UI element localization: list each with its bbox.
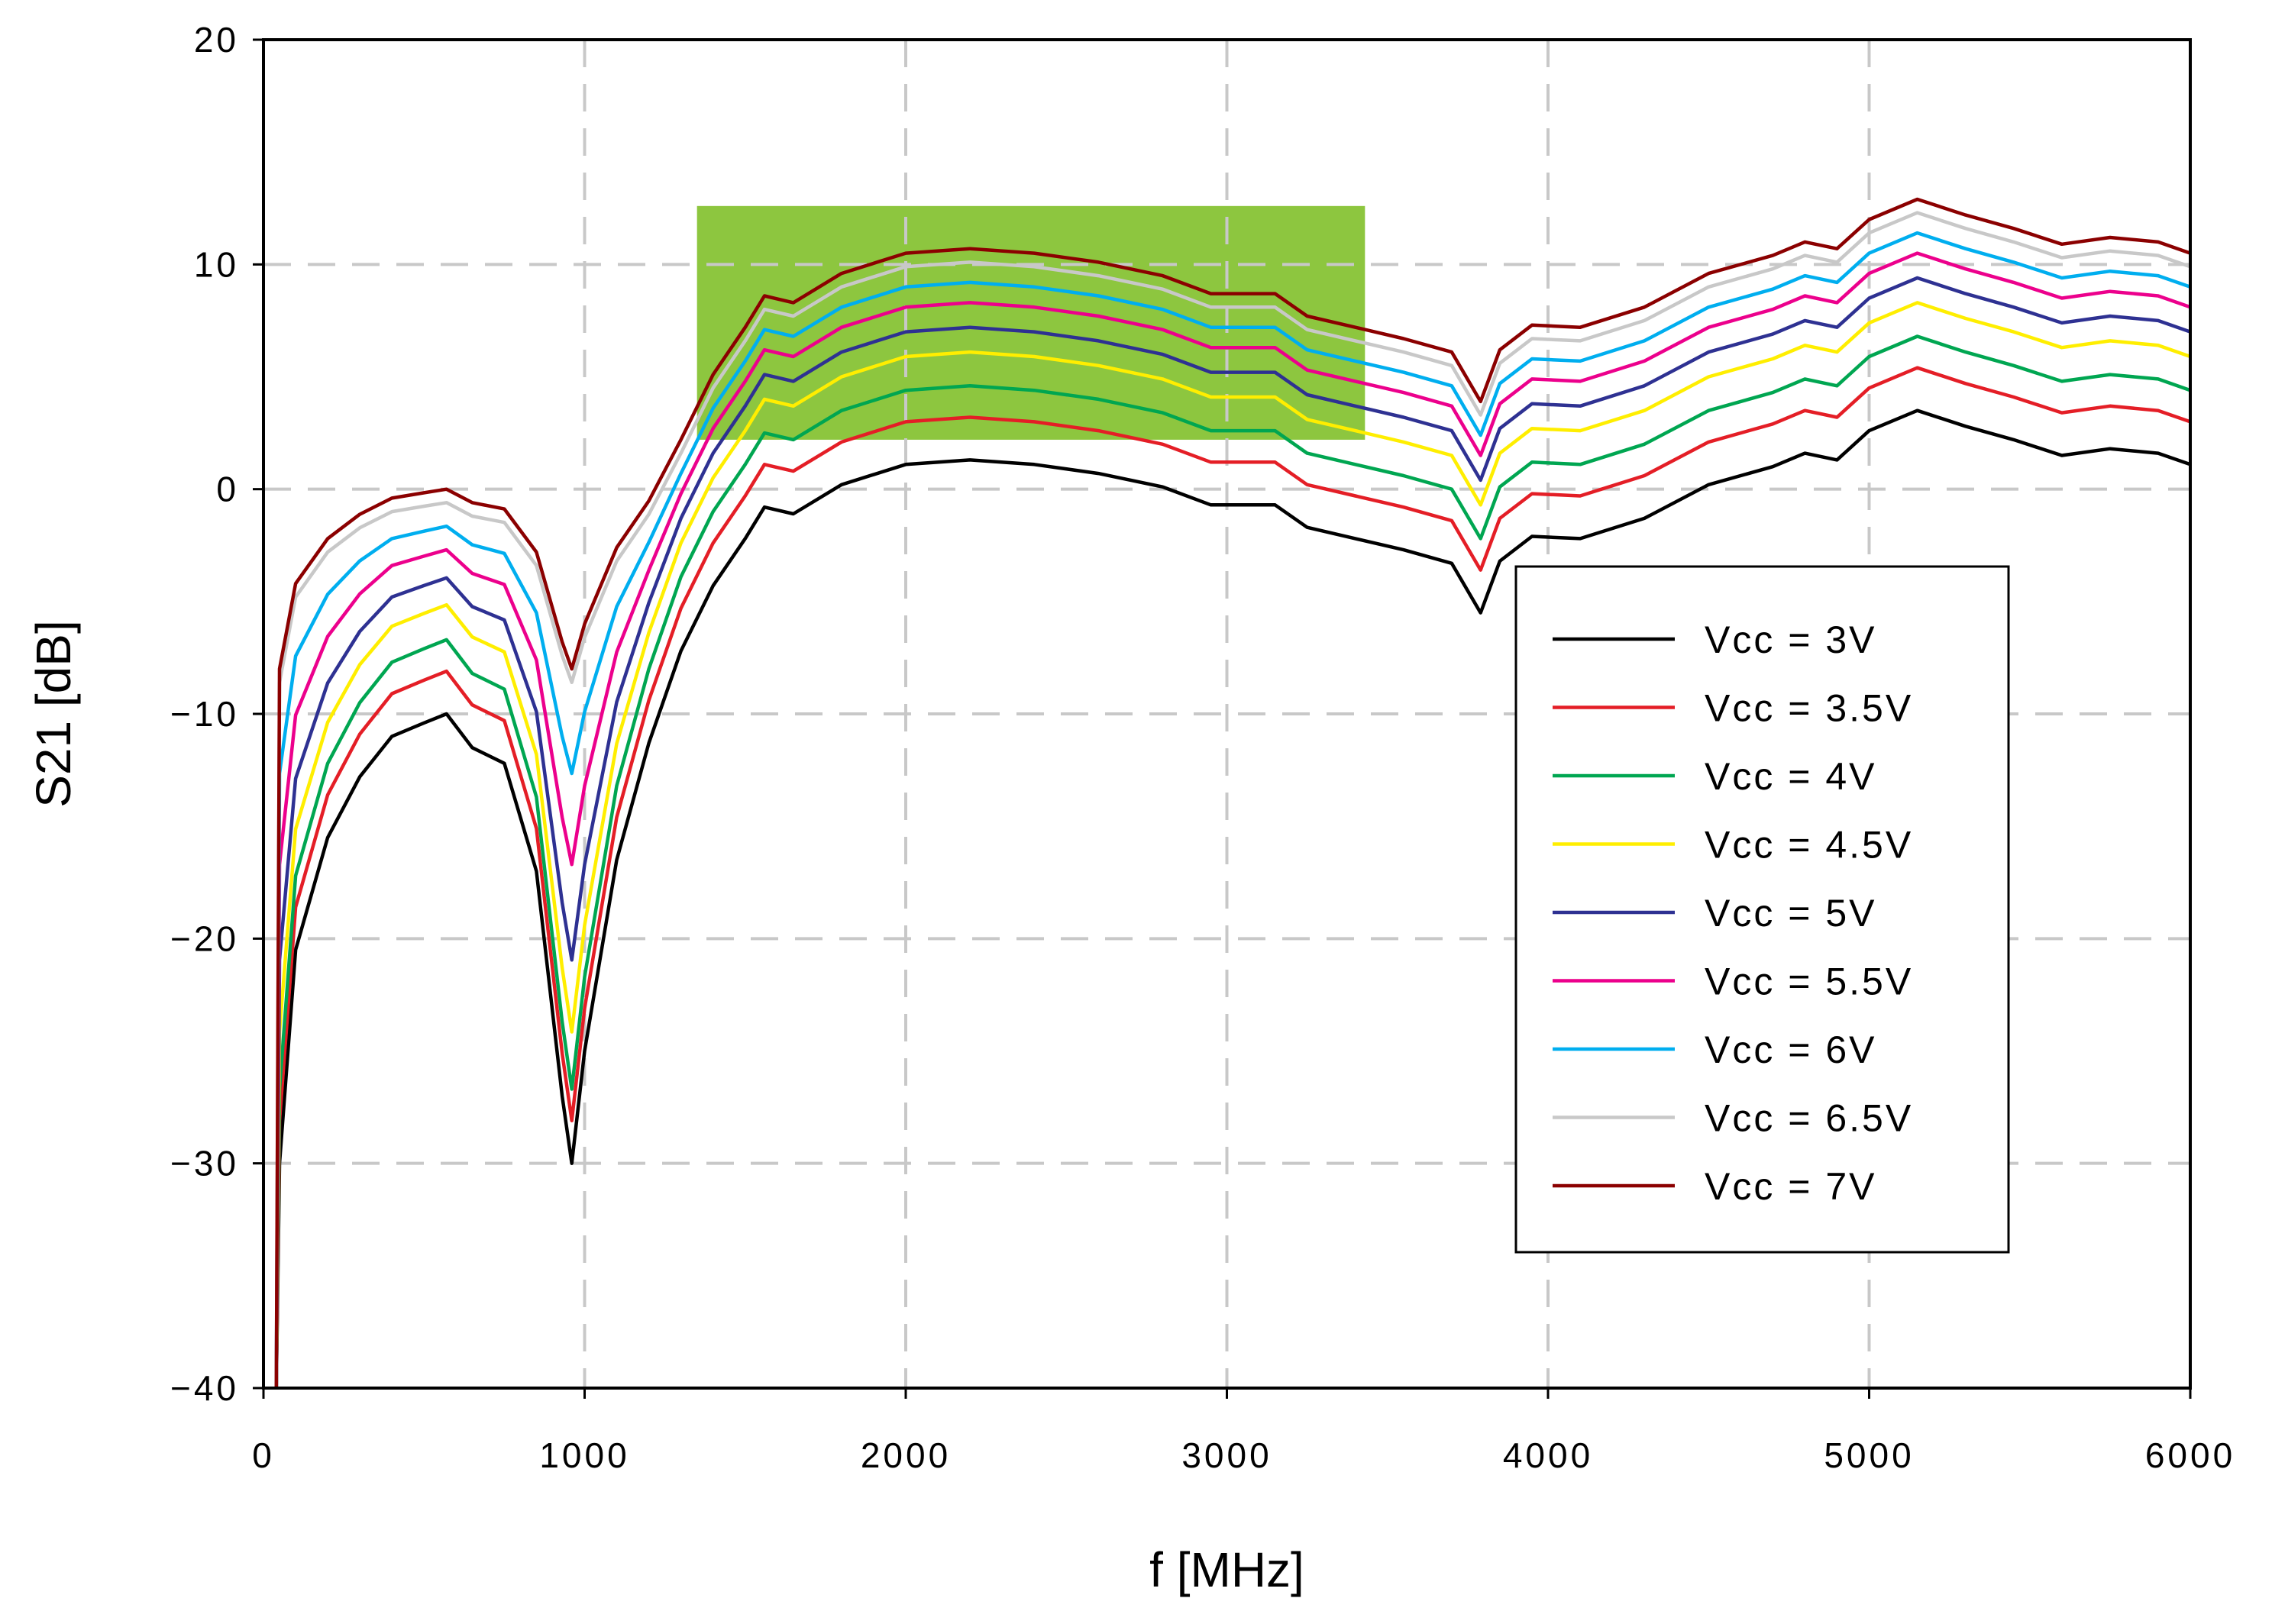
legend-label: Vcc = 5V: [1705, 892, 1877, 935]
x-tick-label: 4000: [1503, 1435, 1593, 1475]
y-tick-label: 0: [216, 470, 239, 509]
legend-label: Vcc = 5.5V: [1705, 961, 1913, 1003]
series-line: [274, 197, 2191, 1389]
series-line: [274, 301, 2191, 1389]
x-tick-label: 3000: [1181, 1435, 1272, 1475]
legend-label: Vcc = 4.5V: [1705, 824, 1913, 867]
legend-label: Vcc = 6V: [1705, 1028, 1877, 1071]
x-tick-label: 6000: [2145, 1435, 2235, 1475]
series-line: [274, 408, 2191, 1389]
y-tick-label: −10: [170, 694, 239, 734]
y-tick-label: −40: [170, 1368, 239, 1408]
series-line: [274, 251, 2191, 1389]
highlight-layer: [696, 205, 1365, 440]
series-line: [274, 334, 2191, 1389]
legend-box: [1514, 565, 2010, 1254]
highlight-region: [696, 205, 1365, 440]
series-line: [274, 231, 2191, 1389]
x-tick-label: 1000: [539, 1435, 629, 1475]
y-tick-label: −20: [170, 919, 239, 958]
x-tick-label: 2000: [861, 1435, 951, 1475]
series-line: [274, 211, 2191, 1389]
series-layer: [274, 197, 2191, 1389]
y-tick-label: −30: [170, 1144, 239, 1183]
x-axis-label: f [MHz]: [1149, 1542, 1304, 1597]
y-tick-label: 20: [194, 20, 239, 60]
x-tick-label: 5000: [1824, 1435, 1914, 1475]
y-tick-label: 10: [194, 244, 239, 284]
series-line: [274, 276, 2191, 1389]
legend-label: Vcc = 3V: [1705, 618, 1877, 661]
x-tick-label: 0: [252, 1435, 275, 1475]
y-axis-label: S21 [dB]: [26, 620, 81, 808]
legend-label: Vcc = 3.5V: [1705, 687, 1913, 730]
tick-layer: 0 1000 2000 3000 4000 5000 6000 20 10 0 −10 −20 −30 −…: [170, 20, 2235, 1475]
legend-label: Vcc = 7V: [1705, 1165, 1877, 1208]
legend-label: Vcc = 4V: [1705, 755, 1877, 798]
series-line: [274, 366, 2191, 1389]
legend: Vcc = 3V Vcc = 3.5V Vcc = 4V Vcc = 4.5V Vcc …: [1514, 565, 2010, 1254]
legend-label: Vcc = 6.5V: [1705, 1097, 1913, 1140]
